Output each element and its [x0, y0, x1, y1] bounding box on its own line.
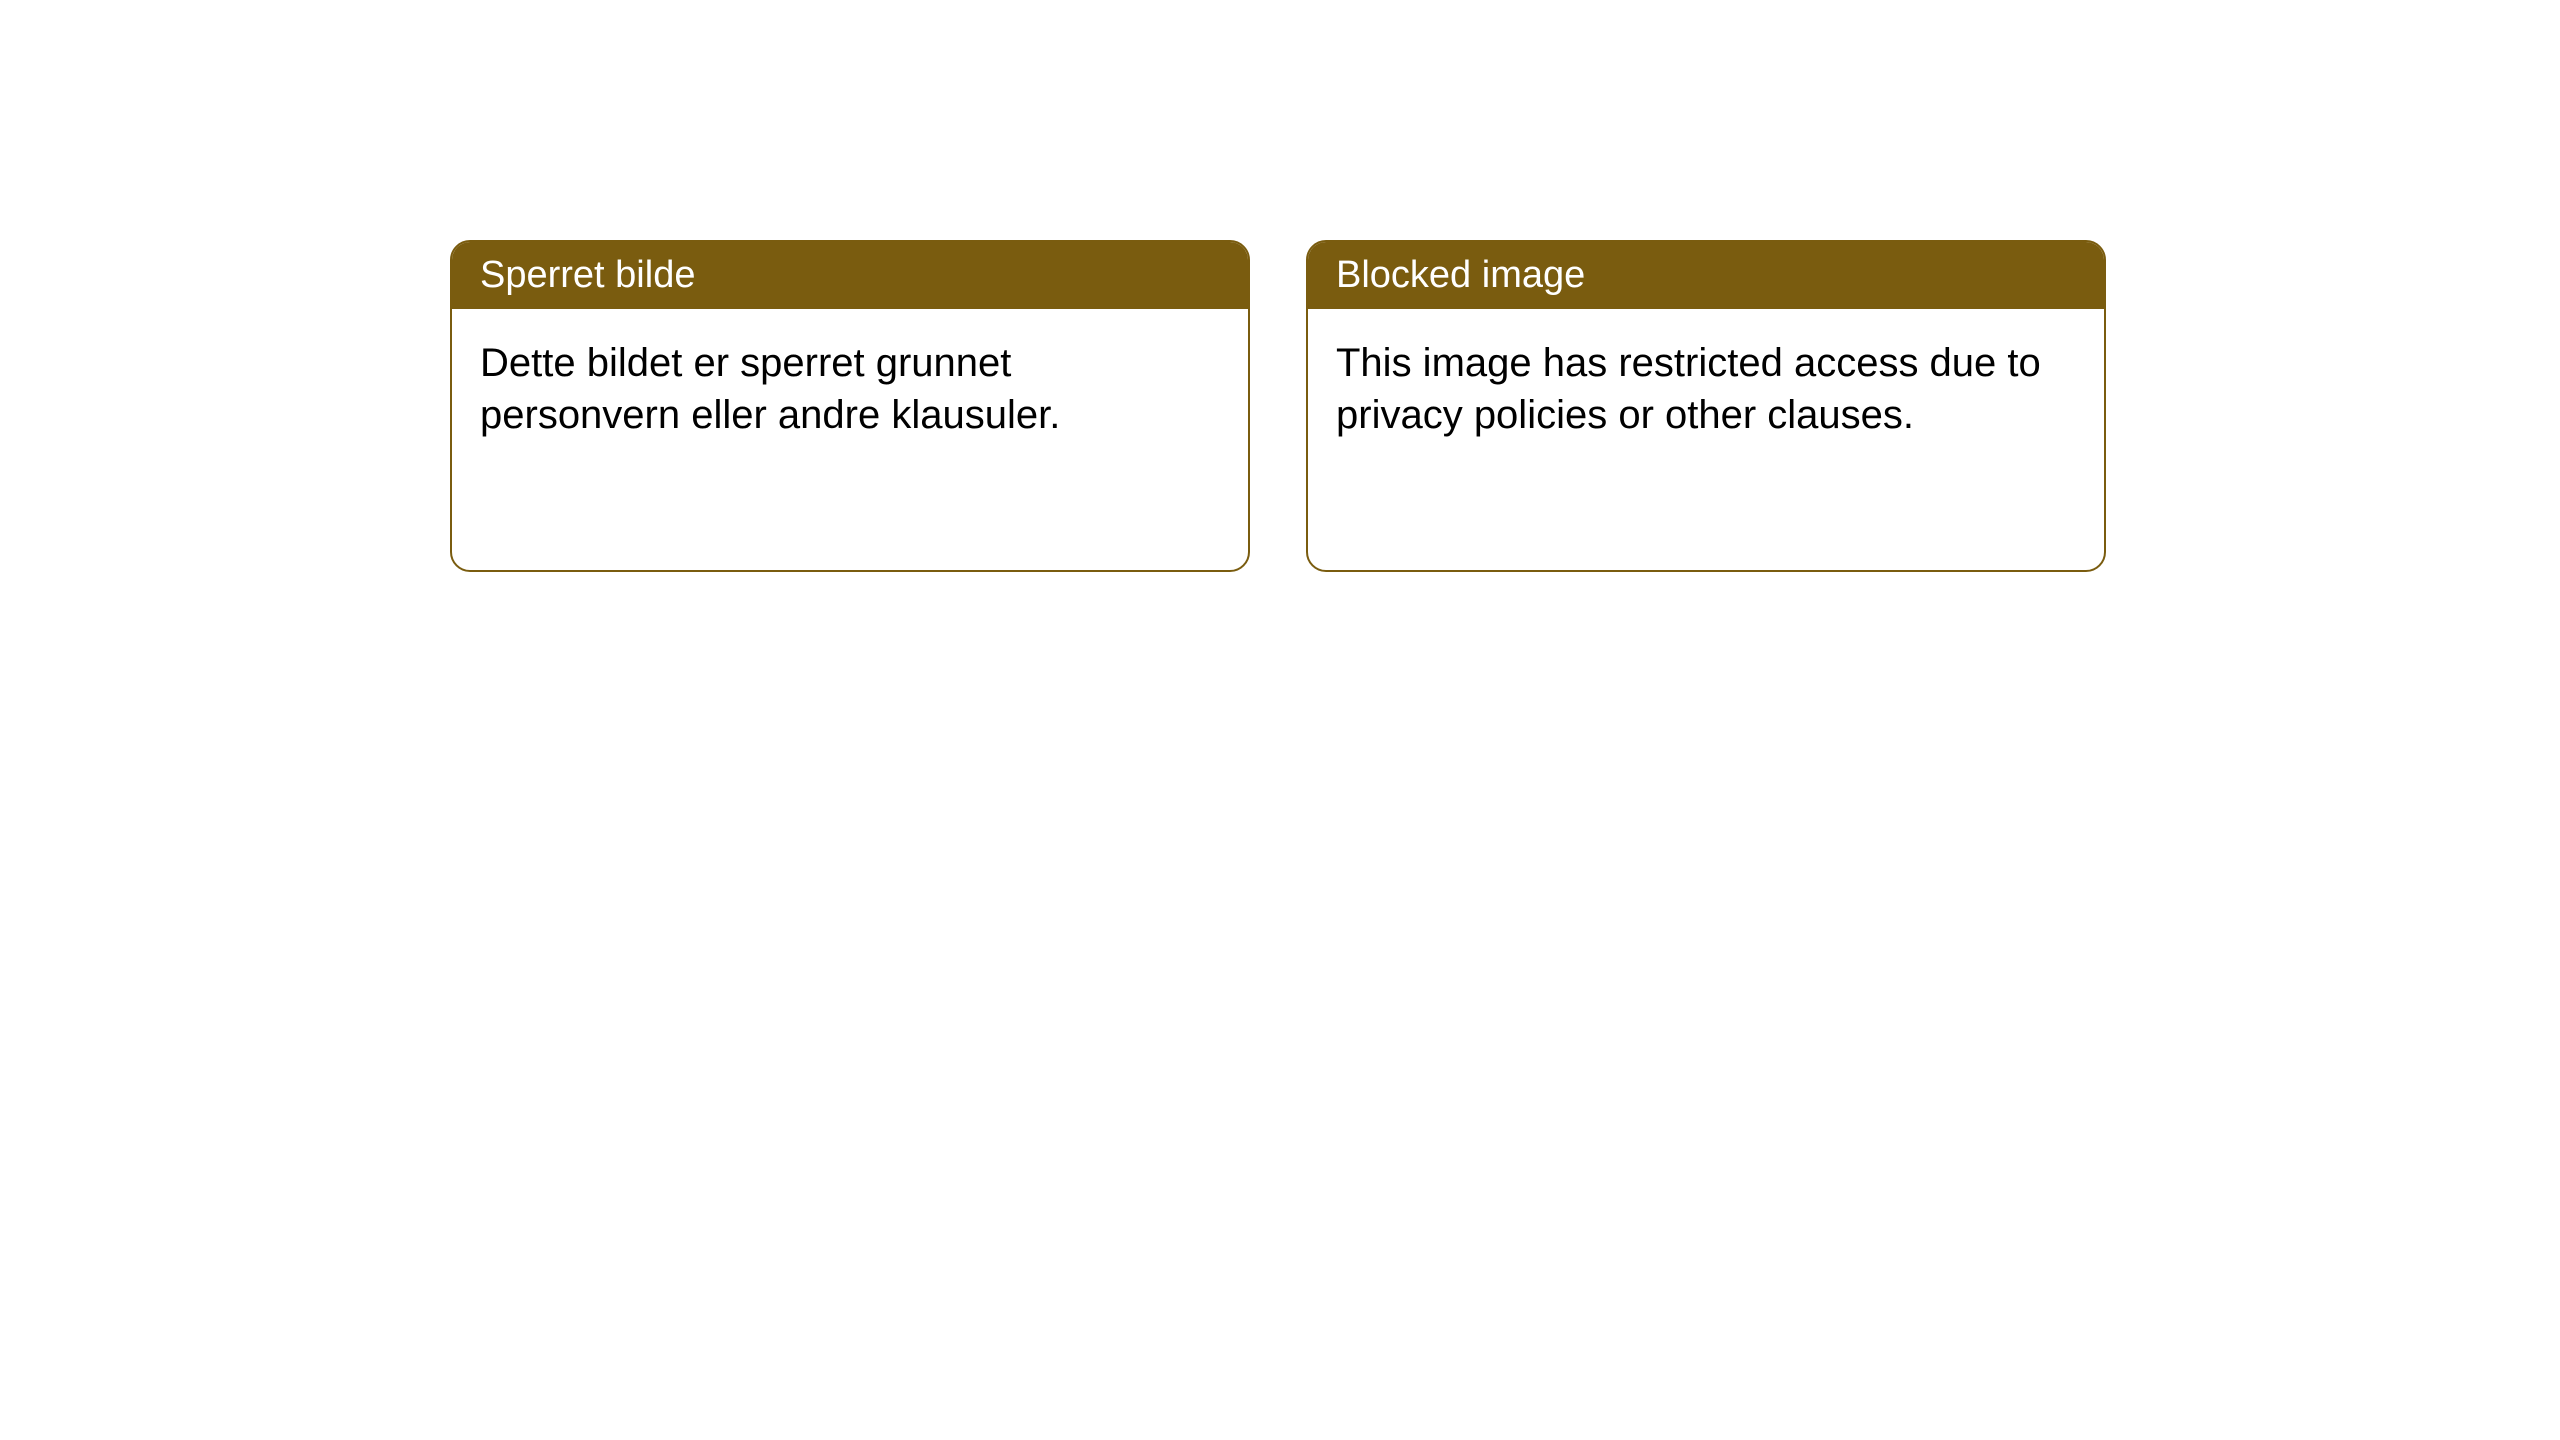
notice-card-norwegian: Sperret bilde Dette bildet er sperret gr…: [450, 240, 1250, 572]
card-header: Sperret bilde: [452, 242, 1248, 309]
card-title: Blocked image: [1336, 254, 1585, 296]
notice-card-english: Blocked image This image has restricted …: [1306, 240, 2106, 572]
notice-cards-container: Sperret bilde Dette bildet er sperret gr…: [450, 240, 2106, 572]
card-body: Dette bildet er sperret grunnet personve…: [452, 309, 1248, 469]
card-body-text: Dette bildet er sperret grunnet personve…: [480, 341, 1060, 437]
card-title: Sperret bilde: [480, 254, 695, 296]
card-header: Blocked image: [1308, 242, 2104, 309]
card-body: This image has restricted access due to …: [1308, 309, 2104, 469]
card-body-text: This image has restricted access due to …: [1336, 341, 2041, 437]
